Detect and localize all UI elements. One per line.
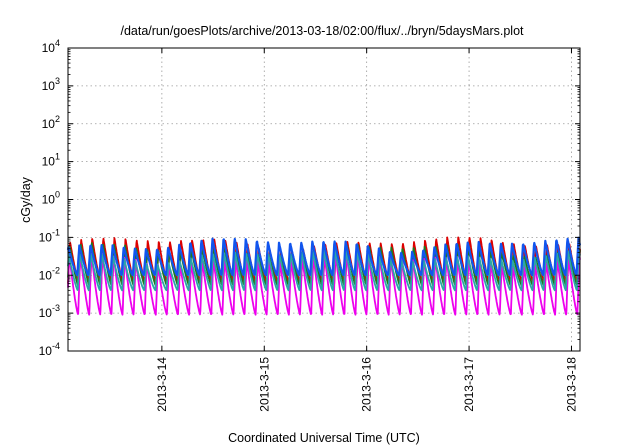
y-tick-label: 101 [42, 152, 60, 169]
series-line [66, 236, 582, 277]
y-tick-label: 10-2 [39, 265, 60, 282]
y-tick-label: 10-3 [39, 303, 60, 320]
x-axis: 2013-3-14 2013-3-15 2013-3-16 2013-3-17 2013… [155, 48, 578, 412]
y-axis-title: cGy/day [19, 176, 33, 223]
y-tick-label: 10-4 [39, 341, 60, 358]
x-tick-label: 2013-3-17 [462, 357, 476, 412]
x-tick-label: 2013-3-18 [564, 357, 578, 412]
y-tick-label: 102 [42, 114, 60, 131]
y-tick-label: 104 [42, 38, 60, 55]
x-tick-label: 2013-3-15 [257, 357, 271, 412]
x-axis-title: Coordinated Universal Time (UTC) [228, 431, 420, 445]
x-tick-label: 2013-3-14 [155, 357, 169, 412]
series-group [66, 236, 582, 316]
x-tick-label: 2013-3-16 [360, 357, 374, 412]
y-tick-label: 100 [42, 190, 60, 207]
y-axis: 104 103 102 101 100 10-1 10-2 10-3 10-4 [39, 38, 580, 358]
y-tick-label: 103 [42, 76, 60, 93]
series-line [67, 248, 581, 292]
chart-title: /data/run/goesPlots/archive/2013-03-18/0… [120, 24, 524, 38]
y-tick-label: 10-1 [39, 227, 60, 244]
